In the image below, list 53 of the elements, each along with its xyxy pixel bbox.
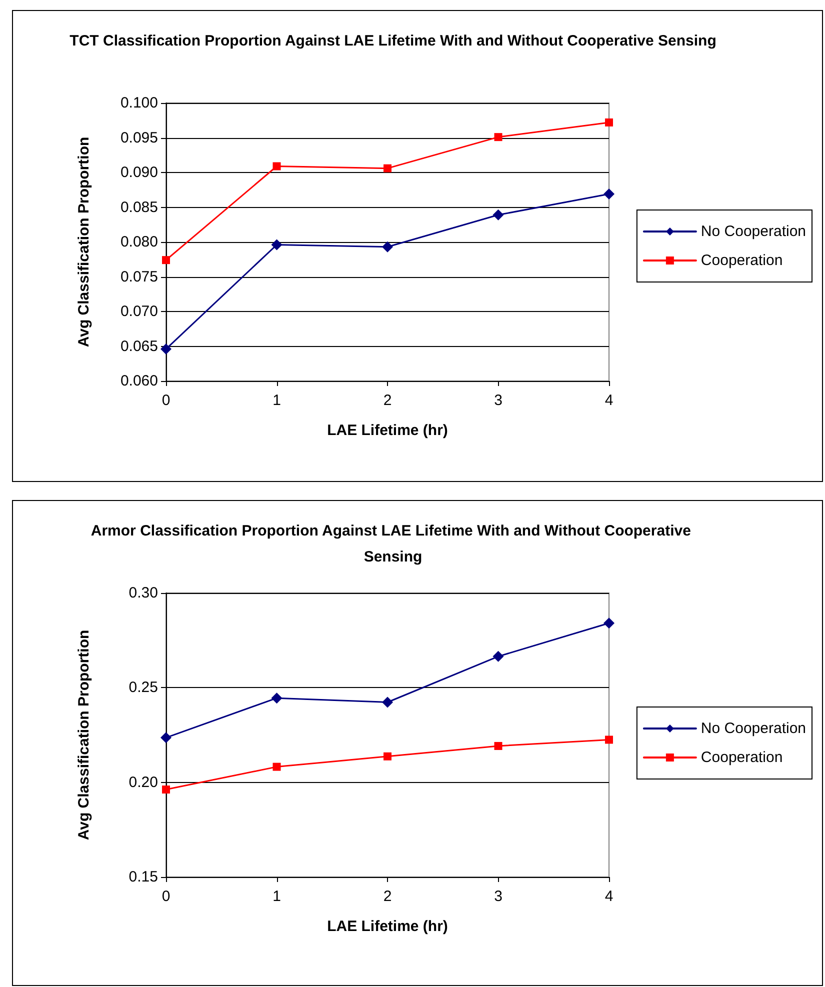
point	[162, 256, 170, 264]
point	[605, 736, 613, 744]
y-axis-title: Avg Classification Proportion	[76, 136, 92, 348]
point	[162, 786, 170, 794]
x-tick-label: 2	[383, 888, 392, 905]
x-tick-label: 1	[272, 392, 281, 409]
x-tick-label: 0	[162, 392, 170, 409]
point	[494, 742, 502, 750]
point	[382, 241, 393, 252]
y-tick-label: 0.30	[128, 584, 158, 602]
x-axis-title: LAE Lifetime (hr)	[327, 918, 448, 935]
y-tick-label: 0.080	[120, 234, 158, 250]
x-tick-label: 2	[383, 392, 392, 409]
y-tick-label: 0.25	[128, 679, 158, 696]
point	[382, 696, 393, 708]
y-axis-title: Avg Classification Proportion	[76, 630, 92, 840]
point	[272, 762, 281, 771]
point	[604, 618, 614, 629]
point	[492, 650, 504, 662]
x-tick-label: 3	[494, 888, 502, 905]
y-tick-label: 0.15	[128, 868, 158, 886]
point	[271, 239, 282, 250]
point	[272, 162, 281, 170]
y-tick-label: 0.065	[120, 338, 158, 355]
y-tick-label: 0.085	[120, 198, 158, 216]
point	[492, 209, 504, 220]
legend-label: No Cooperation	[700, 223, 806, 240]
x-axis-title: LAE Lifetime (hr)	[327, 422, 448, 439]
y-tick-label: 0.075	[120, 268, 158, 286]
y-tick-label: 0.20	[128, 774, 158, 791]
point	[604, 188, 614, 200]
legend-label: Cooperation	[700, 749, 783, 766]
legend-label: Cooperation	[700, 252, 783, 269]
point	[384, 752, 392, 760]
x-tick-label: 0	[162, 888, 170, 905]
y-tick-label: 0.095	[120, 129, 158, 146]
point	[494, 133, 502, 142]
x-tick-label: 4	[604, 888, 614, 905]
legend-label: No Cooperation	[700, 720, 806, 737]
y-tick-label: 0.090	[120, 164, 158, 181]
point	[160, 732, 172, 744]
point	[384, 164, 392, 172]
chart-title: Armor Classification Proportion Against LAE Lifetime With and Without Cooperative Sensing	[90, 522, 696, 566]
x-tick-label: 4	[604, 392, 614, 409]
y-tick-label: 0.100	[120, 94, 158, 112]
x-tick-label: 1	[272, 888, 281, 905]
x-tick-label: 3	[494, 392, 502, 409]
y-tick-label: 0.060	[120, 372, 158, 390]
point	[160, 344, 172, 355]
y-tick-label: 0.070	[120, 303, 158, 320]
chart-title: TCT Classification Proportion Against LAE Lifetime With and Without Cooperative Sensing	[70, 32, 716, 50]
point	[605, 118, 613, 126]
point	[271, 692, 282, 704]
